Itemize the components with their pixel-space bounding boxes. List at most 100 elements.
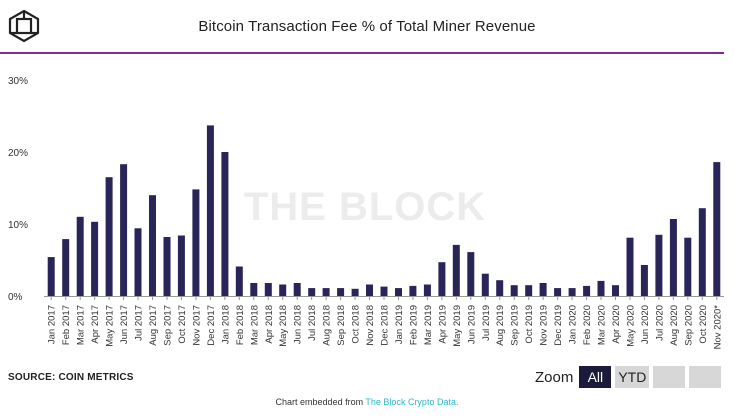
x-tick-label: May 2018 [278,305,289,347]
x-tick-label: Oct 2020 [698,305,709,344]
x-tick-label: Nov 2020* [712,305,723,350]
bar[interactable] [626,237,634,296]
embed-footer: Chart embedded from The Block Crypto Dat… [0,397,734,407]
zoom-all-button[interactable]: All [579,366,612,388]
zoom-controls: Zoom All YTD [535,366,725,388]
y-axis: 0% 10% 20% 30% [8,76,28,303]
chart-title: Bitcoin Transaction Fee % of Total Miner… [198,18,536,35]
x-tick-label: Nov 2018 [365,305,376,346]
bars-group [47,125,721,297]
bar[interactable] [134,228,142,296]
x-tick-label: Nov 2017 [191,305,202,346]
x-tick-label: Jun 2017 [119,305,130,344]
bar[interactable] [452,244,460,296]
bar[interactable] [163,237,171,296]
x-axis: Jan 2017 Feb 2017 Mar 2017 Apr 2017 May 2017… [44,296,724,349]
bar[interactable] [337,288,345,296]
bar[interactable] [438,262,446,296]
x-tick-label: Dec 2018 [380,305,391,346]
watermark: THE BLOCK [244,185,486,229]
bar[interactable] [264,283,272,296]
bar[interactable] [177,235,185,297]
bar[interactable] [308,288,316,296]
y-tick-label: 20% [8,148,28,159]
bar[interactable] [395,288,402,296]
bar[interactable] [583,285,591,296]
bar[interactable] [221,152,229,296]
x-tick-label: Jun 2018 [293,305,304,344]
x-tick-label: Jul 2017 [134,305,145,341]
x-tick-label: Jul 2019 [481,305,492,341]
bar[interactable] [597,280,605,296]
bar[interactable] [612,285,619,296]
x-tick-label: May 2020 [625,305,636,347]
bar[interactable] [47,257,55,296]
bar[interactable] [76,216,84,296]
bar[interactable] [322,288,330,296]
bar[interactable] [684,237,692,296]
embed-text: Chart embedded from [275,397,366,407]
x-tick-label: Sep 2020 [683,305,694,346]
bar[interactable] [481,273,489,296]
bar[interactable] [366,284,373,297]
zoom-label: Zoom [535,368,574,386]
bar[interactable] [206,125,214,297]
bar[interactable] [554,288,562,296]
title-divider [0,52,724,54]
bar[interactable] [669,219,677,296]
x-tick-label: Feb 2020 [582,305,593,345]
x-tick-label: Jun 2019 [466,305,477,344]
bar[interactable] [380,286,388,296]
embed-link[interactable]: The Block Crypto Data. [365,397,459,407]
bar[interactable] [120,164,128,296]
bar[interactable] [149,195,156,296]
x-tick-label: Jan 2020 [568,305,579,344]
x-tick-label: Aug 2017 [148,305,159,346]
bar[interactable] [62,239,70,296]
x-tick-label: Nov 2019 [539,305,550,346]
bar[interactable] [539,283,547,296]
bar[interactable] [192,189,200,296]
x-tick-label: Apr 2019 [437,305,448,344]
bar[interactable] [235,266,243,297]
x-tick-label: Jan 2018 [220,305,231,344]
x-tick-label: Sep 2017 [162,305,173,346]
x-tick-label: Jan 2019 [394,305,405,344]
x-tick-label: May 2017 [105,305,116,347]
y-tick-label: 10% [8,220,28,231]
zoom-range-button-2[interactable] [689,366,722,388]
x-tick-label: Apr 2018 [264,305,275,344]
zoom-ytd-button[interactable]: YTD [615,366,650,388]
x-tick-label: Sep 2019 [510,305,521,346]
bar[interactable] [409,285,417,296]
y-tick-label: 0% [8,292,23,303]
x-tick-label: Oct 2019 [524,305,535,344]
x-tick-label: Dec 2019 [553,305,564,346]
bar[interactable] [698,208,706,296]
x-tick-label: Aug 2018 [322,305,333,346]
x-tick-label: Jul 2018 [307,305,318,341]
bar[interactable] [640,265,648,296]
bar[interactable] [510,285,518,296]
x-tick-label: Feb 2018 [235,305,246,345]
bar[interactable] [568,288,576,296]
x-tick-label: Jan 2017 [47,305,58,344]
bar[interactable] [525,285,533,296]
bar[interactable] [655,234,663,296]
bar[interactable] [351,288,359,296]
bar[interactable] [293,283,301,296]
y-tick-label: 30% [8,76,28,87]
x-tick-label: Jun 2020 [640,305,651,344]
bar[interactable] [713,162,721,296]
zoom-range-button-1[interactable] [653,366,686,388]
bar[interactable] [467,252,475,296]
x-tick-label: Mar 2018 [249,305,260,345]
bar[interactable] [105,177,113,296]
bar[interactable] [279,284,287,297]
bar[interactable] [496,280,504,296]
bar[interactable] [91,221,99,296]
source-label: SOURCE: COIN METRICS [8,372,134,383]
bar[interactable] [250,283,258,296]
bar[interactable] [423,284,431,297]
x-tick-label: Dec 2017 [206,305,217,346]
